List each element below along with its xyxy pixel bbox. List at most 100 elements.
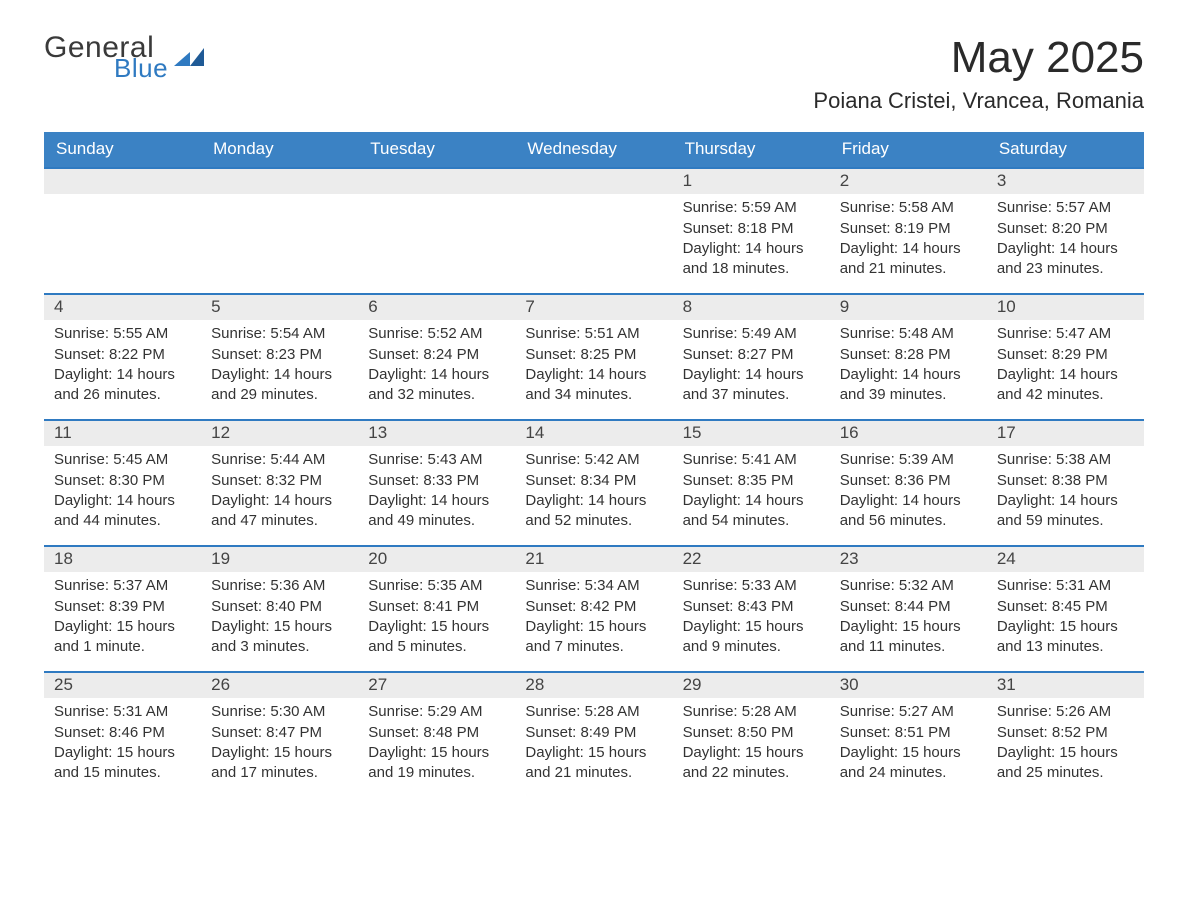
day-number: 7: [515, 293, 672, 320]
sunrise-text: Sunrise: 5:26 AM: [997, 702, 1134, 722]
day-details: Sunrise: 5:28 AMSunset: 8:49 PMDaylight:…: [515, 698, 672, 783]
day-number: 25: [44, 671, 201, 698]
daylight-text: Daylight: 14 hours and 37 minutes.: [683, 365, 820, 406]
page-header: General Blue May 2025 Poiana Cristei, Vr…: [44, 34, 1144, 114]
sunset-text: Sunset: 8:41 PM: [368, 597, 505, 617]
calendar-day: 10Sunrise: 5:47 AMSunset: 8:29 PMDayligh…: [987, 293, 1144, 419]
day-number: 4: [44, 293, 201, 320]
day-details: Sunrise: 5:39 AMSunset: 8:36 PMDaylight:…: [830, 446, 987, 531]
day-number: 26: [201, 671, 358, 698]
day-details: Sunrise: 5:34 AMSunset: 8:42 PMDaylight:…: [515, 572, 672, 657]
daylight-text: Daylight: 15 hours and 17 minutes.: [211, 743, 348, 784]
calendar-day: 11Sunrise: 5:45 AMSunset: 8:30 PMDayligh…: [44, 419, 201, 545]
sunrise-text: Sunrise: 5:59 AM: [683, 198, 820, 218]
day-details: Sunrise: 5:59 AMSunset: 8:18 PMDaylight:…: [673, 194, 830, 279]
day-details: Sunrise: 5:31 AMSunset: 8:45 PMDaylight:…: [987, 572, 1144, 657]
day-details: Sunrise: 5:54 AMSunset: 8:23 PMDaylight:…: [201, 320, 358, 405]
daylight-text: Daylight: 14 hours and 54 minutes.: [683, 491, 820, 532]
sunset-text: Sunset: 8:29 PM: [997, 345, 1134, 365]
sunrise-text: Sunrise: 5:29 AM: [368, 702, 505, 722]
calendar-day: 15Sunrise: 5:41 AMSunset: 8:35 PMDayligh…: [673, 419, 830, 545]
day-number: 28: [515, 671, 672, 698]
calendar-day: 4Sunrise: 5:55 AMSunset: 8:22 PMDaylight…: [44, 293, 201, 419]
sunrise-text: Sunrise: 5:36 AM: [211, 576, 348, 596]
day-number: 29: [673, 671, 830, 698]
calendar-day: 21Sunrise: 5:34 AMSunset: 8:42 PMDayligh…: [515, 545, 672, 671]
sunset-text: Sunset: 8:36 PM: [840, 471, 977, 491]
calendar-day: 20Sunrise: 5:35 AMSunset: 8:41 PMDayligh…: [358, 545, 515, 671]
day-details: Sunrise: 5:41 AMSunset: 8:35 PMDaylight:…: [673, 446, 830, 531]
sunrise-text: Sunrise: 5:48 AM: [840, 324, 977, 344]
sunrise-text: Sunrise: 5:54 AM: [211, 324, 348, 344]
day-number: 21: [515, 545, 672, 572]
calendar-day: 18Sunrise: 5:37 AMSunset: 8:39 PMDayligh…: [44, 545, 201, 671]
calendar-week: 18Sunrise: 5:37 AMSunset: 8:39 PMDayligh…: [44, 545, 1144, 671]
day-number: 16: [830, 419, 987, 446]
day-details: Sunrise: 5:51 AMSunset: 8:25 PMDaylight:…: [515, 320, 672, 405]
calendar-day: 1Sunrise: 5:59 AMSunset: 8:18 PMDaylight…: [673, 167, 830, 293]
daylight-text: Daylight: 15 hours and 1 minute.: [54, 617, 191, 658]
brand-logo-text: General Blue: [44, 34, 168, 80]
sunrise-text: Sunrise: 5:31 AM: [997, 576, 1134, 596]
sunset-text: Sunset: 8:30 PM: [54, 471, 191, 491]
calendar-day: 28Sunrise: 5:28 AMSunset: 8:49 PMDayligh…: [515, 671, 672, 797]
weekday-header-row: Sunday Monday Tuesday Wednesday Thursday…: [44, 132, 1144, 167]
day-number: 23: [830, 545, 987, 572]
daylight-text: Daylight: 14 hours and 59 minutes.: [997, 491, 1134, 532]
day-details: Sunrise: 5:45 AMSunset: 8:30 PMDaylight:…: [44, 446, 201, 531]
daylight-text: Daylight: 15 hours and 13 minutes.: [997, 617, 1134, 658]
day-number: 6: [358, 293, 515, 320]
calendar-day: 5Sunrise: 5:54 AMSunset: 8:23 PMDaylight…: [201, 293, 358, 419]
sunrise-text: Sunrise: 5:32 AM: [840, 576, 977, 596]
daylight-text: Daylight: 15 hours and 15 minutes.: [54, 743, 191, 784]
daylight-text: Daylight: 14 hours and 39 minutes.: [840, 365, 977, 406]
day-number: 30: [830, 671, 987, 698]
sunrise-text: Sunrise: 5:34 AM: [525, 576, 662, 596]
sunrise-text: Sunrise: 5:30 AM: [211, 702, 348, 722]
calendar-day-empty: [201, 167, 358, 293]
sunrise-text: Sunrise: 5:44 AM: [211, 450, 348, 470]
sunrise-text: Sunrise: 5:35 AM: [368, 576, 505, 596]
day-number: 8: [673, 293, 830, 320]
calendar-week: 4Sunrise: 5:55 AMSunset: 8:22 PMDaylight…: [44, 293, 1144, 419]
day-details: Sunrise: 5:42 AMSunset: 8:34 PMDaylight:…: [515, 446, 672, 531]
sunrise-text: Sunrise: 5:27 AM: [840, 702, 977, 722]
daylight-text: Daylight: 15 hours and 9 minutes.: [683, 617, 820, 658]
day-number: 14: [515, 419, 672, 446]
sunset-text: Sunset: 8:32 PM: [211, 471, 348, 491]
sunrise-text: Sunrise: 5:58 AM: [840, 198, 977, 218]
day-details: Sunrise: 5:37 AMSunset: 8:39 PMDaylight:…: [44, 572, 201, 657]
day-number: 2: [830, 167, 987, 194]
calendar-weeks: 1Sunrise: 5:59 AMSunset: 8:18 PMDaylight…: [44, 167, 1144, 797]
day-number: 9: [830, 293, 987, 320]
sunrise-text: Sunrise: 5:49 AM: [683, 324, 820, 344]
day-details: Sunrise: 5:29 AMSunset: 8:48 PMDaylight:…: [358, 698, 515, 783]
day-details: Sunrise: 5:55 AMSunset: 8:22 PMDaylight:…: [44, 320, 201, 405]
day-details: Sunrise: 5:44 AMSunset: 8:32 PMDaylight:…: [201, 446, 358, 531]
location-subtitle: Poiana Cristei, Vrancea, Romania: [813, 88, 1144, 114]
day-number: 12: [201, 419, 358, 446]
weekday-header: Sunday: [44, 132, 201, 167]
sunset-text: Sunset: 8:35 PM: [683, 471, 820, 491]
daylight-text: Daylight: 15 hours and 24 minutes.: [840, 743, 977, 784]
sunrise-text: Sunrise: 5:37 AM: [54, 576, 191, 596]
sunrise-text: Sunrise: 5:38 AM: [997, 450, 1134, 470]
calendar-day-empty: [515, 167, 672, 293]
sunset-text: Sunset: 8:34 PM: [525, 471, 662, 491]
weekday-header: Wednesday: [515, 132, 672, 167]
day-details: Sunrise: 5:28 AMSunset: 8:50 PMDaylight:…: [673, 698, 830, 783]
day-details: Sunrise: 5:33 AMSunset: 8:43 PMDaylight:…: [673, 572, 830, 657]
day-number: 15: [673, 419, 830, 446]
daylight-text: Daylight: 15 hours and 5 minutes.: [368, 617, 505, 658]
day-details: Sunrise: 5:48 AMSunset: 8:28 PMDaylight:…: [830, 320, 987, 405]
sunset-text: Sunset: 8:46 PM: [54, 723, 191, 743]
triangle-icon: [174, 46, 208, 75]
day-details: Sunrise: 5:36 AMSunset: 8:40 PMDaylight:…: [201, 572, 358, 657]
daylight-text: Daylight: 14 hours and 23 minutes.: [997, 239, 1134, 280]
day-number: [358, 167, 515, 194]
daylight-text: Daylight: 14 hours and 47 minutes.: [211, 491, 348, 532]
calendar-week: 1Sunrise: 5:59 AMSunset: 8:18 PMDaylight…: [44, 167, 1144, 293]
day-details: Sunrise: 5:26 AMSunset: 8:52 PMDaylight:…: [987, 698, 1144, 783]
daylight-text: Daylight: 14 hours and 29 minutes.: [211, 365, 348, 406]
brand-logo: General Blue: [44, 34, 208, 80]
